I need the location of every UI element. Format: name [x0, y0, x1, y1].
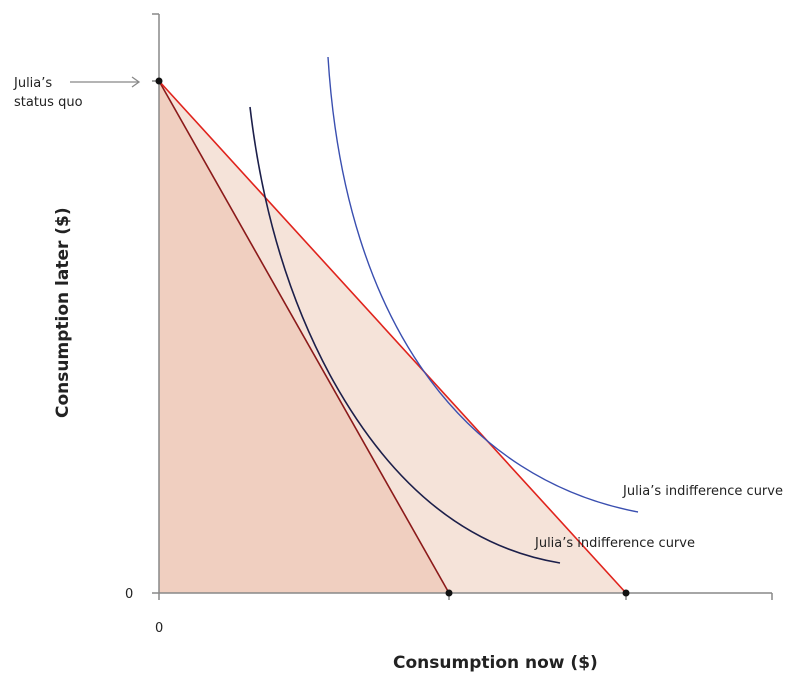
arrow-head-icon: [131, 76, 141, 88]
upper-indifference-curve: [327, 56, 639, 513]
x-origin-label: 0: [155, 621, 163, 636]
y-origin-label: 0: [125, 587, 133, 602]
status-quo-label-line2: status quo: [14, 95, 83, 110]
x-axis-title: Consumption now ($): [393, 653, 598, 673]
y-axis-title: Consumption later ($): [53, 207, 73, 418]
status-quo-point: [155, 77, 163, 85]
outer-intercept-point: [622, 589, 630, 597]
status-quo-label-line1: Julia’s: [13, 76, 52, 91]
lower-indifference-curve: [249, 106, 561, 564]
lower-curve-label: Julia’s indifference curve: [534, 536, 695, 551]
inner-intercept-point: [445, 589, 453, 597]
inner-budget-line: [158, 80, 450, 594]
upper-curve-label: Julia’s indifference curve: [622, 484, 783, 499]
outer-budget-line: [158, 80, 627, 594]
